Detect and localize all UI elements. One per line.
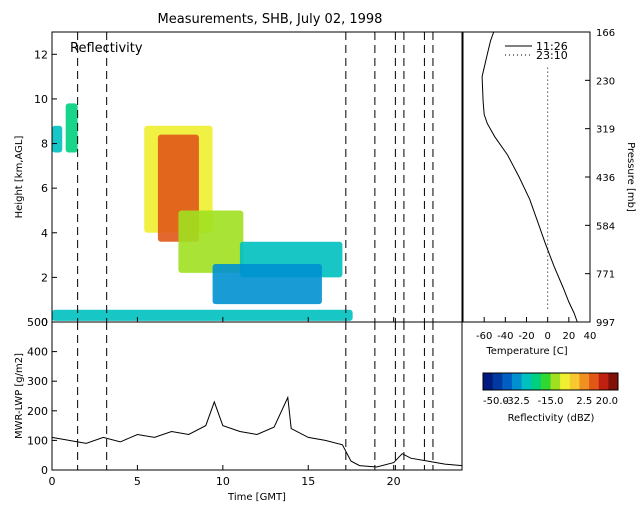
reflectivity-colorbar: -50.0-32.5 -15.0 2.5 20.0 Reflectivity (dBZ… <box>482 372 619 424</box>
echo-region-5 <box>178 210 244 273</box>
colorbar-tick-label: -32.5 <box>504 396 530 407</box>
echo-region-7 <box>212 264 322 305</box>
lwp-dashed-lines <box>77 322 434 470</box>
reflectivity-dashed-lines <box>77 32 434 322</box>
reflectivity-y-label: Height [km,AGL] <box>14 136 25 219</box>
pressure-tick-label: 319 <box>596 125 615 136</box>
colorbar-cell <box>531 373 542 390</box>
colorbar-cell <box>550 373 561 390</box>
pressure-tick-label: 771 <box>596 270 615 281</box>
colorbar-cell <box>521 373 532 390</box>
colorbar-cell <box>560 373 571 390</box>
x-tick-label: 0 <box>49 475 56 488</box>
reflectivity-panel: 0 2 4 6 8 10 12 Reflectivity Height [km,AGL] <box>14 31 463 329</box>
colorbar-tick-label: 20.0 <box>596 396 618 407</box>
pressure-tick-label: 997 <box>596 318 615 329</box>
pressure-tick-label: 436 <box>596 173 615 184</box>
colorbar-cell <box>483 373 494 390</box>
x-tick-label: -40 <box>497 331 513 342</box>
reflectivity-echoes <box>52 103 353 321</box>
sounding-pressure-axis: 166 230 319 436 584 771 997 <box>585 28 615 329</box>
colorbar-cell <box>608 373 619 390</box>
y-tick-label: 300 <box>27 375 48 388</box>
colorbar-ticks: -50.0-32.5 -15.0 2.5 20.0 <box>483 396 618 407</box>
colorbar-tick-label: -50.0 <box>483 396 509 407</box>
colorbar-cells <box>482 372 619 391</box>
lwp-y-axis: 0 100 200 300 400 500 <box>27 316 57 477</box>
figure-title: Measurements, SHB, July 02, 1998 <box>158 12 383 27</box>
colorbar-frame <box>482 372 619 391</box>
legend-label-2310: 23:10 <box>536 49 568 62</box>
colorbar-cell <box>502 373 513 390</box>
colorbar-cell <box>589 373 600 390</box>
x-tick-label: 20 <box>562 331 575 342</box>
y-tick-label: 0 <box>41 464 48 477</box>
legend-label-1126: 11:26 <box>536 40 568 53</box>
y-tick-label: 4 <box>41 227 48 240</box>
y-tick-label: 2 <box>41 271 48 284</box>
lwp-y-label: MWR-LWP [g/m2] <box>14 353 25 439</box>
x-tick-label: -60 <box>476 331 492 342</box>
colorbar-tick-label: 2.5 <box>576 396 592 407</box>
colorbar-cell <box>598 373 609 390</box>
pressure-tick-label: 584 <box>596 221 615 232</box>
lwp-frame <box>51 321 463 471</box>
reflectivity-x-axis <box>51 317 395 322</box>
x-tick-label: 10 <box>216 475 230 488</box>
y-tick-label: 6 <box>41 182 48 195</box>
sounding-x-axis: -60 -40 -20 0 20 40 <box>476 317 596 342</box>
reflectivity-title: Reflectivity <box>70 41 143 56</box>
y-tick-label: 100 <box>27 434 48 447</box>
y-tick-label: 10 <box>34 93 48 106</box>
echo-region-0 <box>52 309 353 321</box>
x-tick-label: 40 <box>584 331 597 342</box>
lwp-x-axis: 0 5 10 15 20 <box>49 465 401 488</box>
colorbar-tick-label: -15.0 <box>538 396 564 407</box>
x-tick-label: 15 <box>301 475 315 488</box>
colorbar-cell <box>540 373 551 390</box>
colorbar-cell <box>492 373 503 390</box>
colorbar-cell <box>569 373 580 390</box>
pressure-tick-label: 230 <box>596 76 615 87</box>
y-tick-label: 200 <box>27 405 48 418</box>
x-tick-label: 20 <box>387 475 401 488</box>
y-tick-label: 0 <box>41 316 48 329</box>
x-tick-label: 0 <box>544 331 550 342</box>
colorbar-cell <box>511 373 523 390</box>
y-tick-label: 12 <box>34 48 48 61</box>
colorbar-cell <box>579 373 590 390</box>
sounding-x-label: Temperature [C] <box>485 346 567 357</box>
y-tick-label: 8 <box>41 138 48 151</box>
time-x-label: Time [GMT] <box>227 492 286 503</box>
lwp-panel: 0 100 200 300 400 500 0 5 10 15 20 MWR-LWP [g/m2]… <box>14 316 463 503</box>
sounding-panel: -60 -40 -20 0 20 40 166 230 319 436 584 771 997 11:… <box>462 28 636 357</box>
echo-region-1 <box>65 103 78 153</box>
echo-region-2 <box>52 125 63 153</box>
colorbar-label: Reflectivity (dBZ) <box>508 413 595 424</box>
sounding-legend: 11:26 23:10 <box>505 40 568 62</box>
x-tick-label: 5 <box>134 475 141 488</box>
x-tick-label: -20 <box>518 331 534 342</box>
pressure-y-label: Pressure [mb] <box>625 142 636 212</box>
lwp-series-line <box>51 395 463 468</box>
reflectivity-y-axis: 0 2 4 6 8 10 12 <box>34 48 57 329</box>
y-tick-label: 500 <box>27 316 48 329</box>
pressure-tick-label: 166 <box>596 28 615 39</box>
y-tick-label: 400 <box>27 346 48 359</box>
sounding-series-1126 <box>481 31 578 323</box>
